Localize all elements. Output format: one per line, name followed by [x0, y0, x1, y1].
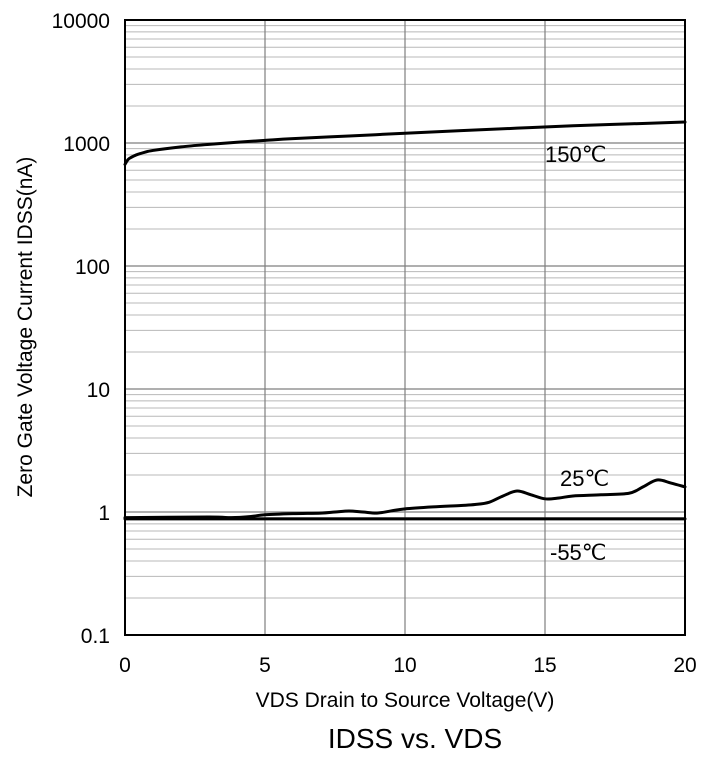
- series-lines: [123, 120, 687, 521]
- y-tick-label: 1: [98, 502, 110, 525]
- x-tick-label: 20: [673, 654, 696, 677]
- y-tick-label: 100: [75, 256, 110, 279]
- chart-caption: IDSS vs. VDS: [328, 723, 502, 754]
- x-tick-label: 0: [119, 654, 131, 677]
- y-tick-label: 0.1: [81, 625, 110, 648]
- y-tick-label: 10000: [52, 10, 110, 33]
- series-label-minus55c: -55℃: [550, 540, 607, 565]
- x-tick-label: 10: [393, 654, 416, 677]
- y-tick-label: 1000: [63, 133, 110, 156]
- x-tick-labels: 0 5 10 15 20: [119, 654, 697, 677]
- series-label-150c: 150℃: [545, 142, 606, 167]
- y-axis-title: Zero Gate Voltage Current IDSS(nA): [14, 157, 37, 498]
- x-tick-label: 15: [533, 654, 556, 677]
- series-line-150c: [123, 120, 687, 166]
- plot-frame: [124, 19, 686, 636]
- y-tick-labels: 0.1 1 10 100 1000 10000: [52, 10, 110, 648]
- series-label-25c: 25℃: [560, 466, 609, 491]
- series-line-25c: [123, 478, 687, 520]
- x-axis-title: VDS Drain to Source Voltage(V): [256, 689, 555, 712]
- x-tick-label: 5: [259, 654, 271, 677]
- y-tick-label: 10: [87, 379, 110, 402]
